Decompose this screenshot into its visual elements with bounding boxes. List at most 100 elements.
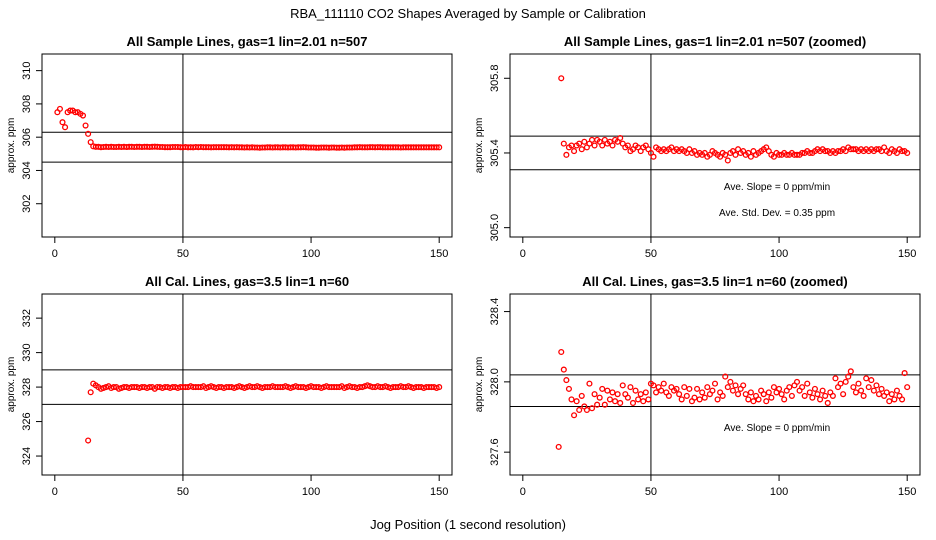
data-point (650, 153, 657, 160)
data-point (847, 368, 854, 375)
data-point (558, 75, 565, 82)
data-point (624, 142, 631, 149)
data-point (819, 387, 826, 394)
data-point (576, 140, 583, 147)
data-point (842, 378, 849, 385)
data-point (870, 387, 877, 394)
data-point (865, 384, 872, 391)
annotation-text: Ave. Slope = 0 ppm/min (724, 182, 830, 193)
data-point (763, 398, 770, 405)
panel-sample-zoomed: All Sample Lines, gas=1 lin=2.01 n=507 (… (474, 34, 921, 260)
data-point (85, 130, 92, 137)
panel-title: All Sample Lines, gas=1 lin=2.01 n=507 (127, 34, 368, 49)
panel-title: All Cal. Lines, gas=3.5 lin=1 n=60 (145, 274, 349, 289)
data-point (581, 138, 588, 145)
data-point (904, 384, 911, 391)
data-point (67, 107, 74, 114)
data-point (563, 151, 570, 158)
data-point (79, 112, 87, 119)
y-axis-label: approx. ppm (474, 118, 485, 174)
data-point (599, 142, 606, 149)
data-point (560, 366, 567, 373)
data-point (683, 392, 690, 399)
data-point (834, 148, 842, 155)
panel-title: All Cal. Lines, gas=3.5 lin=1 n=60 (zoom… (582, 274, 848, 289)
data-point (56, 105, 63, 112)
data-point (637, 391, 644, 398)
data-point (87, 139, 94, 146)
x-tick-label: 50 (177, 248, 189, 260)
data-point (765, 389, 772, 396)
data-point (624, 394, 631, 401)
data-point (72, 109, 79, 116)
y-tick-label: 305.8 (489, 65, 501, 93)
data-point (904, 149, 911, 157)
data-point (722, 151, 729, 158)
data-point (568, 396, 575, 403)
data-point (778, 391, 785, 398)
data-point (719, 392, 726, 399)
data-point (596, 394, 603, 401)
data-point (696, 396, 703, 403)
y-tick-label: 324 (21, 447, 33, 465)
data-point (606, 396, 613, 403)
x-tick-label: 50 (645, 486, 657, 498)
data-point (591, 142, 598, 149)
data-point (709, 387, 716, 394)
data-point (893, 387, 900, 394)
data-point (873, 146, 880, 153)
data-point (563, 377, 570, 384)
data-point (617, 399, 624, 407)
data-point (745, 396, 752, 403)
x-tick-label: 0 (520, 486, 526, 498)
data-point (729, 387, 736, 394)
data-point (899, 148, 906, 155)
data-point (860, 392, 867, 399)
data-point (660, 380, 667, 387)
data-point (747, 153, 754, 160)
data-point (811, 385, 818, 392)
annotation-text: Ave. Std. Dev. = 0.35 ppm (719, 208, 835, 219)
y-axis-label: approx. ppm (474, 357, 485, 413)
data-point (793, 378, 801, 385)
data-point (888, 391, 895, 398)
data-point (837, 380, 844, 387)
data-point (573, 398, 580, 405)
data-point (694, 385, 701, 392)
data-point (588, 405, 596, 412)
data-point (858, 387, 865, 394)
data-point (586, 380, 593, 387)
data-point (645, 396, 652, 403)
data-point (732, 382, 739, 389)
data-point (799, 384, 806, 391)
data-point (855, 380, 862, 387)
x-tick-label: 150 (430, 486, 448, 498)
data-point (776, 151, 783, 158)
data-point (571, 148, 578, 155)
plot-frame (41, 293, 453, 476)
data-point (627, 384, 634, 391)
data-point (714, 396, 721, 403)
data-point (783, 151, 790, 158)
data-point (863, 375, 870, 382)
y-tick-label: 326 (21, 412, 33, 430)
data-point (804, 380, 811, 387)
y-tick-label: 306 (21, 128, 33, 146)
data-point (822, 392, 829, 399)
x-tick-label: 0 (520, 248, 526, 260)
panel-title: All Sample Lines, gas=1 lin=2.01 n=507 (… (564, 34, 866, 49)
data-point (760, 391, 767, 398)
data-point (653, 389, 660, 396)
data-point (701, 394, 708, 401)
data-point (878, 385, 885, 392)
data-points (558, 75, 911, 164)
data-point (433, 144, 440, 151)
x-tick-label: 0 (52, 486, 58, 498)
data-point (640, 398, 647, 405)
data-point (612, 398, 619, 405)
data-point (883, 389, 890, 396)
data-point (850, 384, 857, 391)
data-point (62, 124, 69, 131)
data-point (691, 394, 698, 401)
